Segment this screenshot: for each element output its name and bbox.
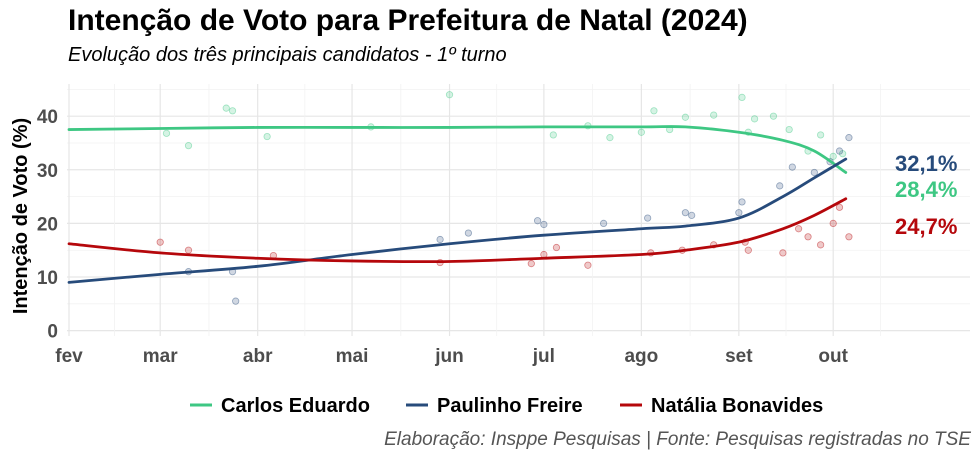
- data-point: [776, 182, 784, 190]
- data-point: [637, 128, 645, 136]
- x-tick-label: set: [725, 346, 753, 367]
- chart-title: Intenção de Voto para Prefeitura de Nata…: [68, 4, 748, 37]
- x-tick-label: fev: [55, 346, 83, 367]
- data-point: [552, 243, 561, 252]
- y-tick-label: 10: [37, 268, 58, 289]
- end-labels: 28,4%32,1% 24,7%: [895, 151, 957, 239]
- trend-lines: [67, 125, 848, 284]
- data-point: [232, 297, 240, 305]
- data-point: [533, 217, 542, 225]
- data-point: [817, 241, 825, 249]
- x-axis-ticks: fev mar abr mai jun jul ago set out: [55, 346, 848, 367]
- data-point: [750, 115, 759, 123]
- series-line: [67, 197, 848, 264]
- series-end-label: 32,1%: [895, 151, 957, 176]
- data-point: [839, 150, 847, 158]
- data-point: [788, 163, 796, 171]
- x-tick-label: jul: [532, 346, 555, 367]
- legend-label: Paulinho Freire: [437, 395, 583, 417]
- data-point: [184, 142, 193, 150]
- x-tick-label: mar: [143, 346, 178, 367]
- data-point: [644, 214, 652, 222]
- x-tick-label: ago: [624, 346, 658, 367]
- chart-subtitle: Evolução dos três principais candidatos …: [68, 44, 507, 66]
- data-point: [710, 111, 718, 119]
- data-point: [810, 168, 818, 177]
- legend: Carlos Eduardo Paulinho Freire Natália Bon…: [190, 395, 823, 417]
- data-point: [735, 209, 743, 217]
- data-point: [527, 260, 535, 268]
- data-point: [222, 104, 230, 112]
- data-point: [845, 233, 853, 241]
- y-tick-label: 30: [37, 161, 58, 182]
- data-point: [540, 250, 548, 259]
- data-point: [835, 147, 844, 155]
- data-point: [681, 113, 689, 121]
- data-point: [228, 107, 237, 115]
- data-point: [817, 131, 825, 139]
- x-tick-label: jun: [434, 346, 464, 367]
- data-point: [688, 211, 696, 219]
- x-tick-label: mai: [336, 346, 369, 367]
- y-tick-label: 0: [47, 322, 58, 343]
- data-point: [785, 125, 793, 134]
- grid-lines: [67, 84, 970, 336]
- y-tick-label: 20: [37, 214, 58, 235]
- data-point: [829, 152, 837, 160]
- data-point: [263, 132, 271, 141]
- series-end-label: 24,7%: [895, 214, 957, 239]
- data-point: [779, 249, 787, 257]
- data-point: [445, 91, 454, 99]
- data-point: [769, 112, 778, 120]
- data-point: [549, 131, 557, 139]
- data-point: [540, 220, 548, 229]
- legend-label: Carlos Eduardo: [221, 395, 370, 417]
- series-end-label: 28,4%: [895, 177, 957, 202]
- data-point: [156, 238, 164, 246]
- x-tick-label: out: [818, 346, 848, 367]
- data-point: [845, 134, 853, 142]
- x-tick-label: abr: [243, 346, 273, 367]
- data-point: [584, 261, 592, 269]
- legend-label: Natália Bonavides: [651, 395, 823, 417]
- data-point: [162, 129, 171, 137]
- chart-caption: Elaboração: Insppe Pesquisas | Fonte: Pe…: [384, 429, 971, 450]
- data-point: [804, 233, 812, 241]
- data-point: [835, 203, 844, 211]
- data-point: [650, 107, 658, 115]
- data-point: [600, 219, 608, 228]
- y-axis-label: Intenção de Voto (%): [10, 118, 32, 314]
- series-line: [67, 125, 848, 174]
- data-point: [184, 246, 193, 254]
- data-points: [156, 91, 853, 305]
- data-point: [744, 246, 752, 254]
- y-tick-label: 40: [37, 107, 58, 128]
- data-point: [606, 134, 614, 142]
- data-point: [738, 93, 746, 102]
- data-point: [464, 229, 472, 237]
- data-point: [436, 235, 444, 244]
- data-point: [738, 198, 746, 206]
- y-axis-ticks: 0 10 20 30 40: [37, 107, 58, 342]
- data-point: [829, 219, 837, 228]
- data-point: [681, 209, 689, 217]
- data-point: [795, 225, 803, 233]
- series-line: [67, 157, 848, 284]
